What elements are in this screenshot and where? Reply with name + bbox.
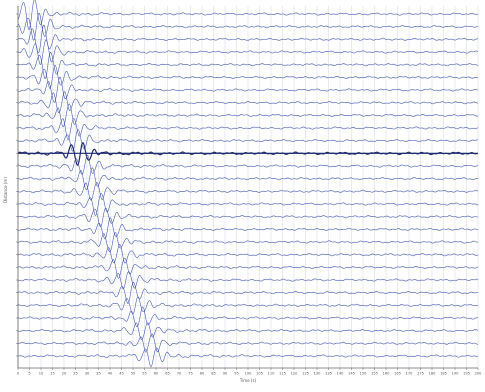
seismic-trace [17, 154, 479, 175]
seismic-trace [17, 217, 479, 240]
seismic-trace [17, 12, 479, 41]
seismic-trace [17, 243, 479, 264]
x-tick-label: 160 [383, 372, 391, 376]
seismic-trace [17, 207, 479, 228]
x-tick-label: 100 [245, 372, 253, 376]
x-tick-label: 115 [279, 372, 286, 376]
seismic-trace [17, 333, 479, 353]
x-tick-label: 40 [108, 372, 113, 376]
trace-layer [17, 0, 479, 368]
seismic-trace [17, 232, 479, 253]
seismic-trace [17, 103, 479, 128]
x-tick-label: 130 [314, 372, 322, 376]
seismic-trace [17, 76, 479, 103]
grid-layer [17, 6, 479, 368]
y-axis-label: Distance (m) [3, 177, 8, 203]
x-tick-label: 0 [17, 372, 20, 376]
x-tick-label: 65 [165, 372, 170, 376]
seismic-trace [17, 322, 479, 340]
x-tick-label: 165 [394, 372, 401, 376]
seismic-trace [17, 65, 479, 89]
x-tick-label: 80 [200, 372, 205, 376]
seismic-trace [17, 167, 479, 191]
seismic-trace [17, 39, 479, 65]
x-tick-label: 190 [452, 372, 460, 376]
x-tick-label: 5 [28, 372, 30, 376]
x-tick-label: 180 [429, 372, 437, 376]
x-tick-label: 145 [348, 372, 355, 376]
x-tick-label: 185 [440, 372, 447, 376]
x-tick-label: 35 [96, 372, 101, 376]
x-tick-label: 175 [417, 372, 424, 376]
x-tick-label: 125 [302, 372, 309, 376]
x-tick-label: 95 [234, 372, 239, 376]
x-tick-label: 105 [256, 372, 263, 376]
x-tick-label: 120 [291, 372, 299, 376]
x-tick-label: 50 [131, 372, 136, 376]
x-tick-label: 195 [463, 372, 470, 376]
seismic-trace [17, 271, 479, 290]
x-tick-label: 140 [337, 372, 345, 376]
x-tick-label: 30 [85, 372, 90, 376]
seismic-trace [17, 91, 479, 113]
seismic-trace [17, 257, 479, 279]
x-tick-label: 75 [188, 372, 193, 376]
x-tick-label: 55 [142, 372, 147, 376]
x-tick-label: 85 [211, 372, 216, 376]
x-tick-label: 155 [371, 372, 378, 376]
seismic-trace [17, 129, 479, 152]
x-tick-label: 45 [119, 372, 124, 376]
x-tick-label: 90 [223, 372, 228, 376]
tick-layer: 0 5 10 15 20 25 30 35 40 45 50 55 60 65 70 75 80 85 90 95 10… [16, 13, 483, 376]
seismic-trace [17, 193, 479, 216]
x-tick-label: 15 [50, 372, 55, 376]
seismic-trace [17, 306, 479, 328]
x-tick-label: 10 [39, 372, 44, 376]
x-tick-label: 20 [62, 372, 67, 376]
x-tick-label: 135 [325, 372, 332, 376]
seismic-trace [17, 296, 479, 315]
seismic-trace [17, 118, 479, 141]
seismic-trace [17, 182, 479, 201]
x-tick-label: 150 [360, 372, 368, 376]
seismic-trace [17, 0, 479, 31]
seismic-trace [17, 347, 479, 368]
seismic-trace [17, 52, 479, 80]
x-tick-label: 70 [177, 372, 182, 376]
seismic-trace [17, 24, 479, 54]
x-axis-label: Time (s) [239, 378, 257, 383]
x-tick-label: 110 [268, 372, 276, 376]
x-tick-label: 25 [73, 372, 78, 376]
x-tick-label: 170 [406, 372, 414, 376]
seismic-trace [17, 282, 479, 304]
x-tick-label: 60 [154, 372, 159, 376]
x-tick-label: 200 [475, 372, 483, 376]
